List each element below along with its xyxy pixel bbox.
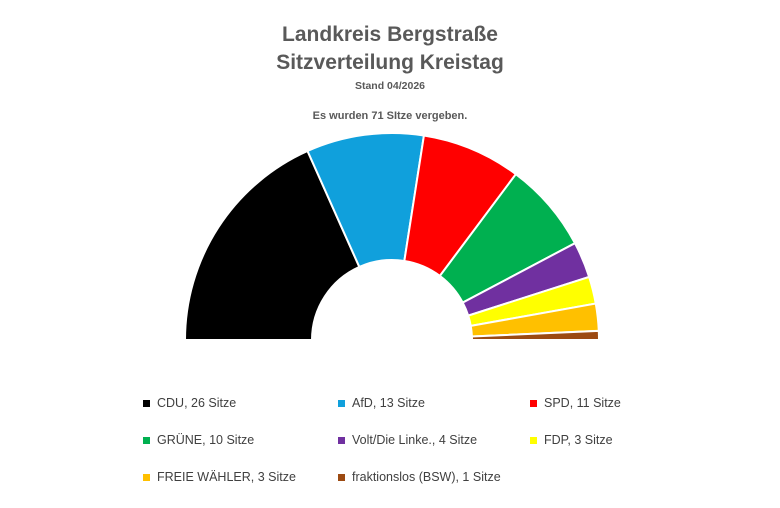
legend-swatch — [530, 436, 537, 444]
legend-item: FREIE WÄHLER, 3 Sitze — [143, 470, 296, 484]
legend-swatch — [338, 473, 345, 481]
seat-segment-7 — [470, 329, 601, 341]
legend-swatch — [338, 399, 345, 407]
legend-label: SPD, 11 Sitze — [544, 396, 621, 410]
legend-swatch — [143, 436, 150, 444]
legend-label: CDU, 26 Sitze — [157, 396, 237, 410]
chart-note: Es wurden 71 SItze vergeben. — [312, 110, 468, 122]
seat-segment-0 — [183, 149, 361, 341]
legend-label: FREIE WÄHLER, 3 Sitze — [157, 470, 296, 484]
legend-item: AfD, 13 Sitze — [338, 396, 425, 410]
legend-swatch — [338, 436, 345, 444]
chart-title-line2: Sitzverteilung Kreistag — [276, 51, 504, 74]
legend-label: GRÜNE, 10 Sitze — [157, 433, 255, 447]
chart-title-line1: Landkreis Bergstraße — [282, 23, 498, 46]
legend-item: CDU, 26 Sitze — [143, 396, 236, 410]
legend-label: fraktionslos (BSW), 1 Sitze — [352, 470, 501, 484]
legend-item: FDP, 3 Sitze — [530, 433, 613, 447]
legend-swatch — [143, 399, 150, 407]
legend-item: SPD, 11 Sitze — [530, 396, 621, 410]
legend-item: Volt/Die Linke., 4 Sitze — [338, 433, 477, 447]
legend-label: AfD, 13 Sitze — [352, 396, 425, 410]
legend-swatch — [143, 473, 150, 481]
legend-swatch — [530, 399, 537, 407]
legend-item: fraktionslos (BSW), 1 Sitze — [338, 470, 501, 484]
legend-label: Volt/Die Linke., 4 Sitze — [352, 433, 478, 447]
chart-date: Stand 04/2026 — [354, 80, 426, 92]
legend-item: GRÜNE, 10 Sitze — [143, 433, 254, 447]
legend-label: FDP, 3 Sitze — [544, 433, 613, 447]
